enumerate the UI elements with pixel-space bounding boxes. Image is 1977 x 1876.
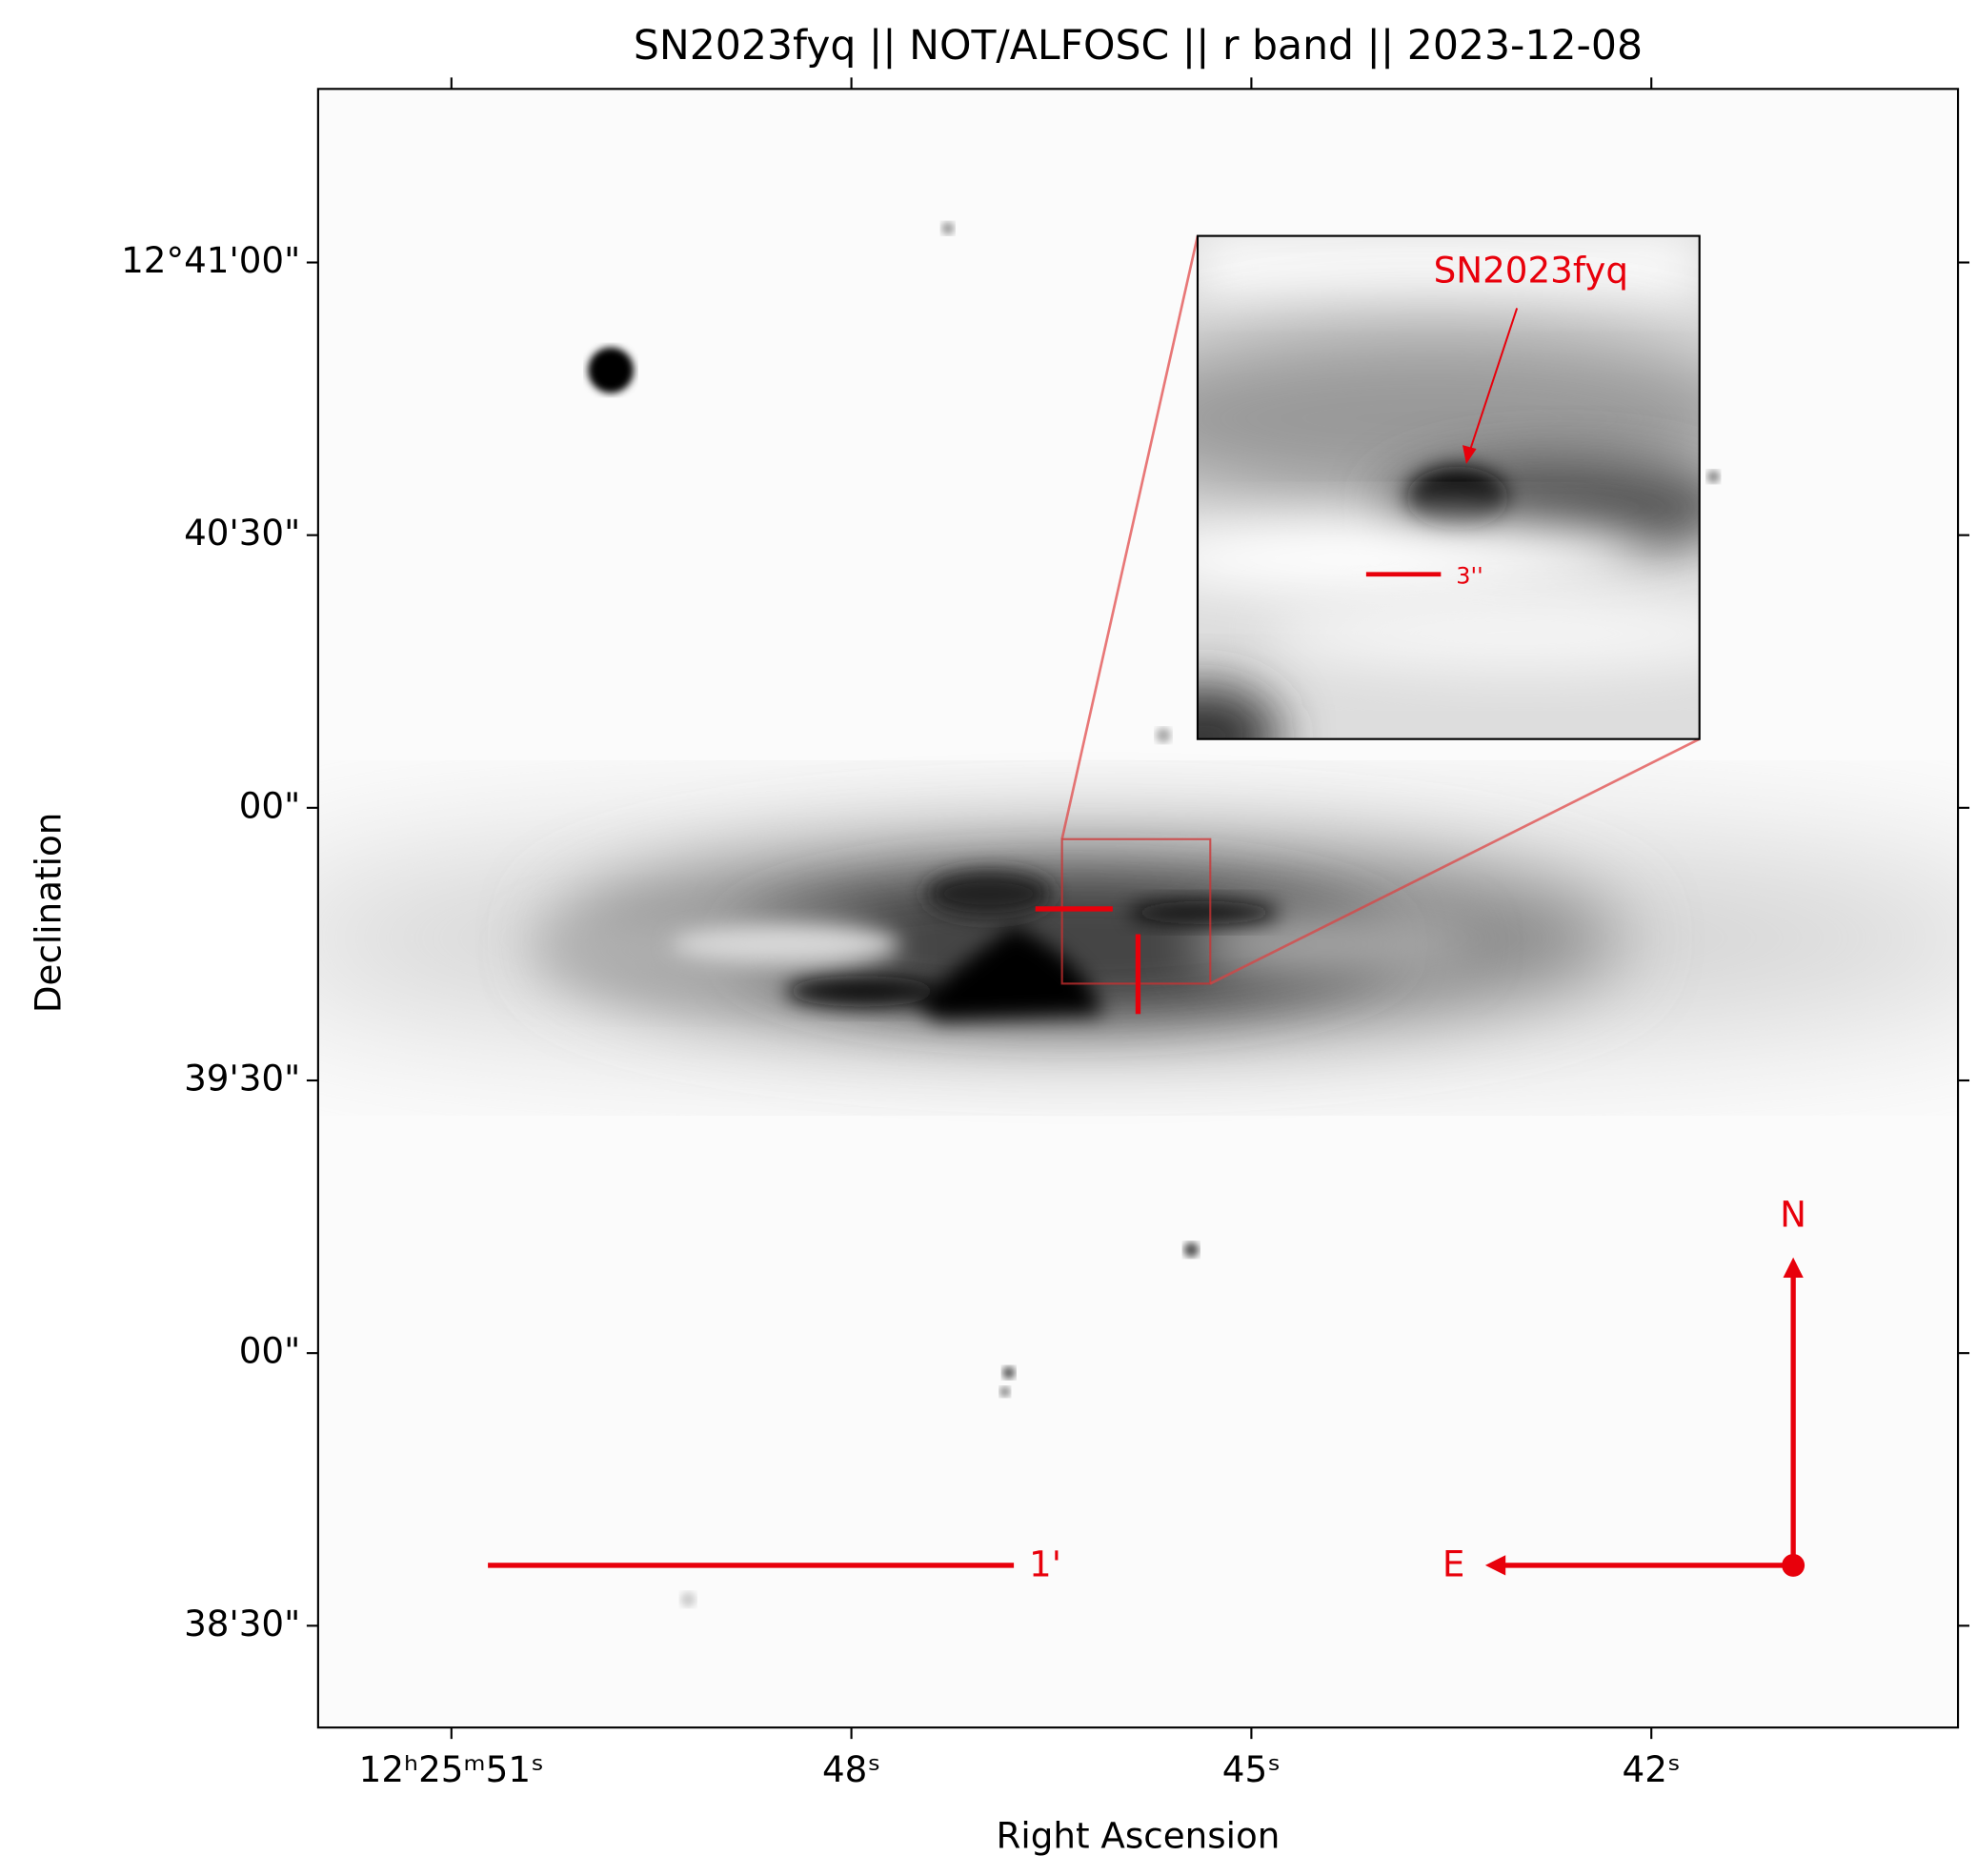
compass-north-head (1783, 1257, 1804, 1278)
target-arrow-head (1462, 445, 1477, 465)
target-arrow (1469, 308, 1519, 451)
scale-bar-label: 1' (1029, 1543, 1061, 1585)
compass-east-head (1484, 1555, 1506, 1576)
y-tick-label: 39'30" (184, 1058, 300, 1099)
inset-frame (1196, 234, 1701, 740)
compass-north-label: N (1780, 1194, 1806, 1236)
inset-scale-label: 3'' (1456, 562, 1483, 589)
y-tick-label: 00" (239, 784, 301, 826)
chart-title: SN2023fyq || NOT/ALFOSC || r band || 202… (634, 22, 1643, 70)
target-label: SN2023fyq (1434, 250, 1628, 292)
y-tick-label: 40'30" (184, 512, 300, 554)
zoom-connector (1209, 737, 1701, 985)
x-tick-label: 48ˢ (822, 1748, 880, 1790)
inset-image (1197, 235, 1700, 739)
y-tick-label: 12°41'00" (121, 239, 300, 281)
x-tick-label: 45ˢ (1222, 1748, 1281, 1790)
x-axis-label: Right Ascension (997, 1814, 1281, 1856)
plot-frame (316, 88, 1960, 1729)
x-tick-label: 12ʰ25ᵐ51ˢ (359, 1748, 544, 1790)
x-tick-label: 42ˢ (1623, 1748, 1681, 1790)
compass-east-label: E (1442, 1543, 1465, 1585)
y-axis-label: Declination (28, 813, 70, 1013)
zoom-connector (1060, 235, 1200, 840)
y-tick-label: 00" (239, 1330, 301, 1372)
y-tick-label: 38'30" (184, 1603, 300, 1644)
